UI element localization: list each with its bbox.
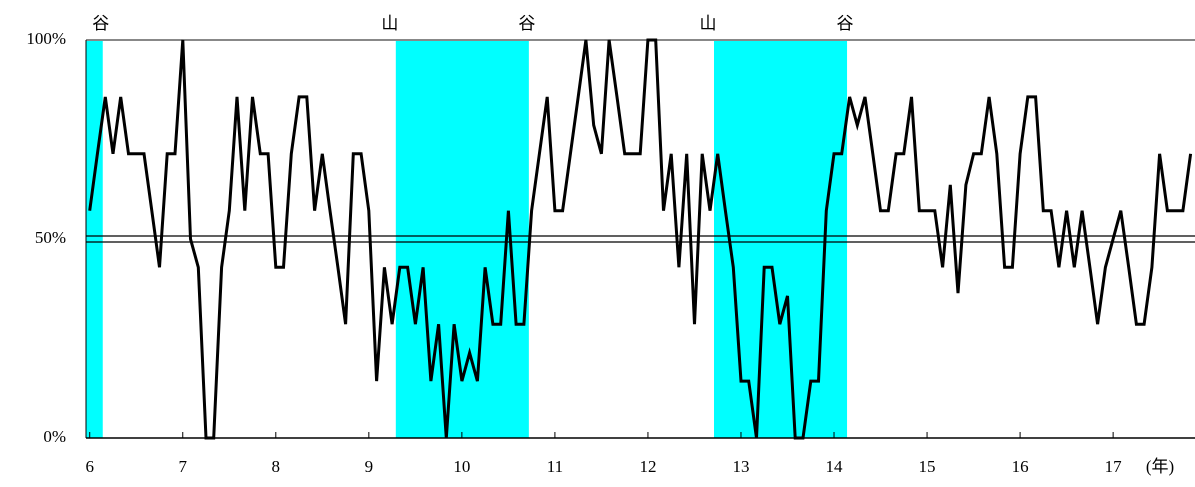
x-tick-label: 16 — [1012, 457, 1029, 476]
period-label: 山 — [381, 14, 398, 33]
x-tick-label: 13 — [732, 457, 749, 476]
x-tick-label: 17 — [1105, 457, 1123, 476]
y-tick-label: 50% — [35, 228, 66, 247]
period-label: 谷 — [837, 14, 854, 33]
x-tick-label: 9 — [365, 457, 374, 476]
x-tick-label: 6 — [85, 457, 94, 476]
period-label: 谷 — [518, 14, 535, 33]
x-tick-label: 10 — [453, 457, 470, 476]
shaded-period — [713, 40, 848, 438]
x-tick-label: 7 — [179, 457, 188, 476]
x-axis-label: (年) — [1146, 457, 1174, 476]
x-tick-label: 11 — [547, 457, 563, 476]
period-label: 谷 — [92, 14, 109, 33]
x-tick-label: 15 — [919, 457, 936, 476]
x-tick-label: 12 — [639, 457, 656, 476]
x-tick-label: 8 — [272, 457, 281, 476]
x-tick-label: 14 — [826, 457, 844, 476]
period-label: 山 — [699, 14, 716, 33]
y-tick-label: 0% — [43, 427, 66, 446]
shaded-period — [86, 40, 103, 438]
y-tick-label: 100% — [26, 29, 66, 48]
data-line — [88, 38, 1193, 440]
